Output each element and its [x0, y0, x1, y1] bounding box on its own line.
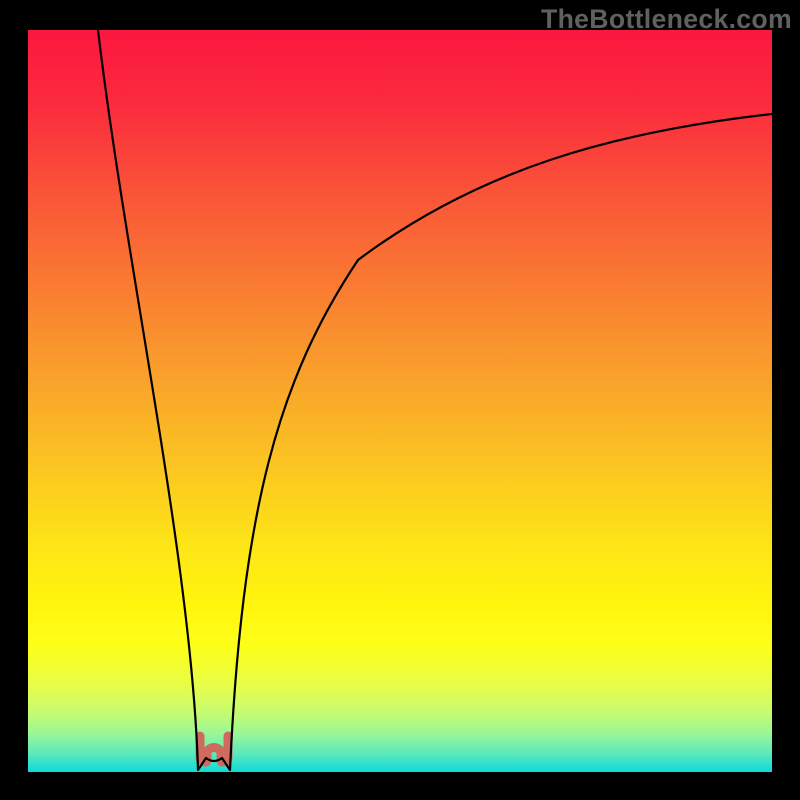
bottleneck-chart — [0, 0, 800, 800]
plot-area — [28, 30, 772, 772]
watermark-text: TheBottleneck.com — [541, 4, 792, 35]
